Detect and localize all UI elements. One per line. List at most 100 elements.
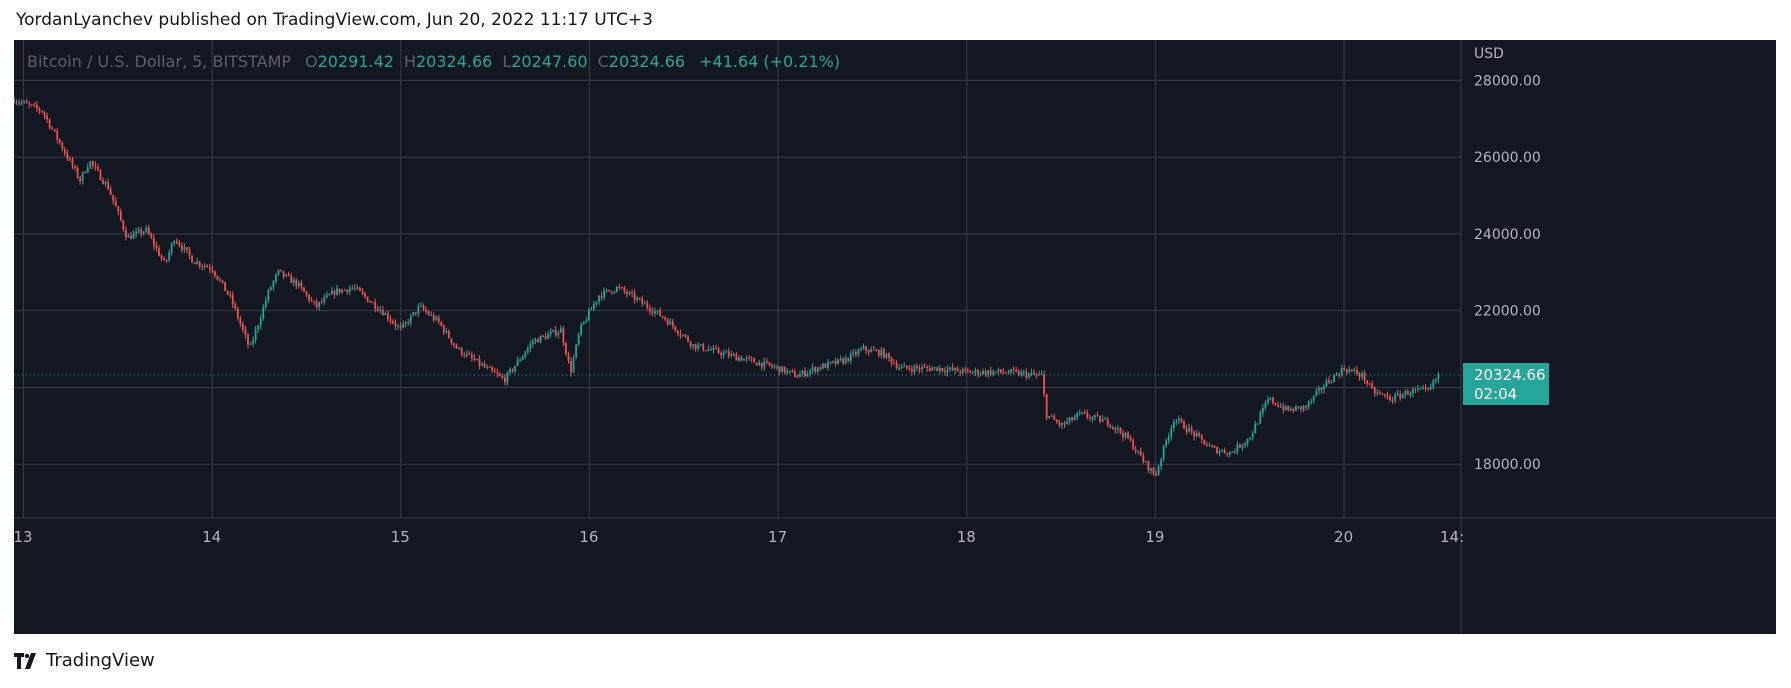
candle-body (476, 358, 478, 361)
candle-body (1022, 372, 1025, 374)
candle-body (1188, 427, 1190, 432)
candle-body (1083, 412, 1086, 414)
candle-body (74, 166, 76, 168)
candle-body (1058, 422, 1061, 426)
candle-body (582, 321, 585, 325)
candle-body (1175, 420, 1178, 423)
candle-body (336, 288, 338, 295)
candle-body (35, 104, 38, 109)
candle-body (112, 194, 115, 201)
candle-body (748, 357, 750, 359)
candle-body (1384, 394, 1386, 396)
candle-body (692, 344, 695, 347)
chart-area[interactable]: USD 28000.00 26000.00 24000.00 22000.00 18000… (14, 40, 1776, 634)
candle-body (829, 361, 832, 363)
candle-body (1325, 380, 1328, 387)
candle-body (903, 365, 906, 367)
candle-body (221, 280, 224, 283)
candle-body (404, 322, 407, 324)
candle-body (877, 350, 880, 356)
candle-body (908, 368, 911, 370)
candle-body (180, 245, 183, 250)
candle-body (150, 234, 153, 239)
candle-body (168, 252, 171, 261)
candle-body (1292, 408, 1295, 411)
candle-body (1254, 424, 1257, 434)
candle-body (229, 294, 232, 296)
candle-body (562, 328, 565, 343)
candle-body (1124, 432, 1127, 438)
candle-body (580, 324, 583, 335)
candle-body (1012, 369, 1015, 371)
candle-body (491, 367, 494, 371)
candle-body (427, 311, 430, 315)
y-tick-label: 22000.00 (1474, 304, 1541, 320)
candle-body (1399, 393, 1402, 399)
candle-body (941, 368, 944, 371)
candle-body (651, 311, 654, 314)
candle-body (587, 310, 590, 321)
candle-body (175, 241, 178, 243)
candle-body (338, 288, 341, 293)
candle-body (107, 182, 110, 190)
candle-body (921, 366, 923, 370)
candle-body (66, 153, 69, 159)
candle-body (277, 269, 280, 275)
candle-body (117, 206, 120, 212)
candle-body (1233, 451, 1236, 453)
candle-body (305, 291, 308, 295)
candle-body (776, 366, 778, 368)
candle-body (1340, 368, 1343, 376)
candle-body (801, 370, 804, 375)
candle-body (371, 302, 374, 304)
y-tick-label: 18000.00 (1474, 457, 1541, 473)
candle-body (18, 102, 20, 104)
price-chart[interactable]: USD 28000.00 26000.00 24000.00 22000.00 18000… (14, 40, 1776, 634)
candle-body (997, 369, 1000, 372)
candle-body (402, 323, 405, 328)
candle-body (1180, 418, 1183, 422)
candle-body (470, 354, 473, 359)
candle-body (699, 344, 702, 346)
candle-body (38, 108, 41, 111)
candle-body (353, 287, 356, 289)
candle-body (323, 297, 326, 303)
price-tag-countdown: 02:04 (1474, 385, 1517, 403)
candle-body (51, 127, 54, 130)
candle-body (346, 289, 349, 293)
candle-body (280, 269, 282, 272)
candle-body (531, 341, 534, 344)
candle-body (867, 350, 870, 353)
candle-body (1246, 438, 1249, 444)
candle-body (626, 291, 628, 294)
candle-body (1086, 413, 1089, 418)
candle-body (735, 354, 738, 361)
candle-body (453, 343, 455, 346)
author-name[interactable]: YordanLyanchev (16, 10, 154, 30)
candle-body (674, 326, 677, 331)
candle-body (534, 339, 537, 342)
tradingview-brand[interactable]: TradingView (14, 650, 155, 671)
symbol-label[interactable]: Bitcoin / U.S. Dollar, 5, BITSTAMP (27, 52, 292, 71)
candle-body (1152, 468, 1155, 474)
candle-body (854, 352, 857, 355)
candle-body (687, 336, 689, 342)
candle-body (849, 353, 852, 361)
candle-body (1073, 417, 1076, 420)
candle-body (203, 265, 206, 267)
candle-body (104, 182, 107, 184)
candle-body (1412, 389, 1414, 394)
candle-body (313, 300, 316, 302)
candle-body (262, 307, 265, 319)
candle-body (679, 333, 682, 336)
candle-body (1033, 372, 1035, 375)
candle-body (799, 374, 801, 378)
candle-body (76, 167, 79, 178)
candle-body (1259, 412, 1262, 424)
candle-body (1165, 440, 1168, 446)
candle-body (56, 130, 59, 140)
candle-body (1236, 444, 1239, 452)
candle-body (694, 344, 697, 349)
open-value: 20291.42 (317, 52, 394, 71)
